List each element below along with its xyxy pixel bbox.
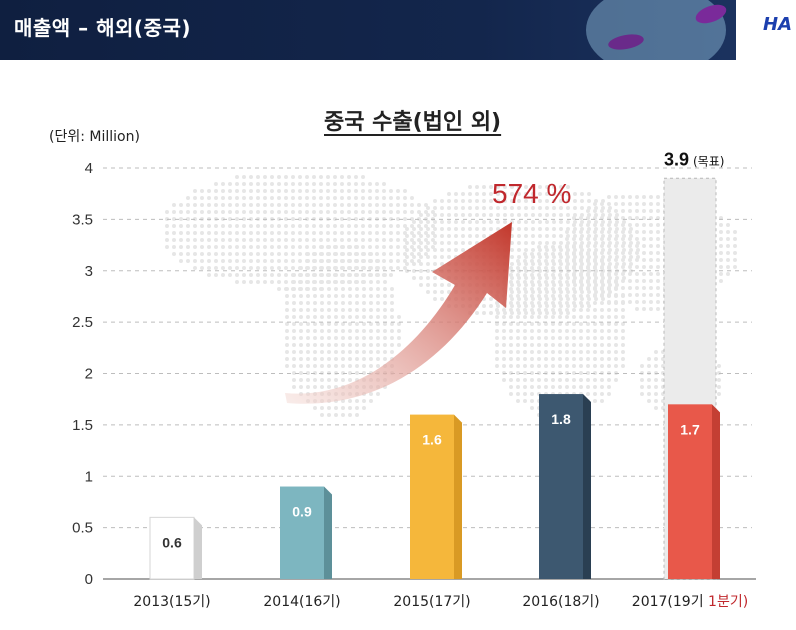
y-tick-labels: 0 0.5 1 1.5 2 2.5 3 3.5 4: [72, 160, 93, 588]
x-tick-label: 2017(19기 1분기): [632, 594, 748, 610]
bar: [410, 414, 454, 579]
header-decoration: [586, 0, 727, 60]
x-tick-label: 2013(15기): [133, 594, 210, 610]
bar: [149, 516, 195, 580]
growth-label: 574 %: [492, 178, 571, 209]
bar-side: [324, 486, 332, 579]
header-bar: 매출액 – 해외(중국) HA: [0, 0, 796, 60]
y-tick-label: 0: [85, 571, 93, 588]
y-tick-label: 4: [85, 160, 93, 177]
x-tick-label: 2015(17기): [393, 594, 470, 610]
chart-title: 중국 수출(법인 외): [324, 110, 502, 135]
y-tick-label: 3.5: [72, 211, 93, 228]
y-tick-label: 0.5: [72, 520, 93, 537]
bars-group: 0.6 0.9 1.6 1.8 1.7: [149, 394, 720, 580]
y-tick-label: 1.5: [72, 417, 93, 434]
bar: [280, 486, 324, 579]
bar-value-label: 1.6: [422, 432, 442, 448]
bar-side: [454, 414, 462, 579]
bar-value-label: 0.6: [162, 534, 182, 550]
bar: [539, 394, 583, 579]
y-tick-label: 2: [85, 366, 93, 383]
y-tick-label: 1: [85, 468, 93, 485]
company-logo: HA: [763, 14, 792, 35]
x-tick-label: 2014(16기): [263, 594, 340, 610]
bar-value-label: 0.9: [292, 504, 312, 520]
growth-arrow-group: 574 %: [285, 178, 571, 404]
logo-box: HA: [736, 0, 796, 60]
target-value-label: 3.9: [664, 149, 689, 169]
bar: [668, 404, 712, 579]
page-title: 매출액 – 해외(중국): [14, 16, 192, 40]
y-tick-label: 3: [85, 263, 93, 280]
target-sublabel: (목표): [693, 154, 724, 168]
growth-arrow: [285, 222, 512, 404]
bar-side: [583, 394, 591, 579]
bar-value-label: 1.8: [551, 411, 571, 427]
bar-value-label: 1.7: [680, 421, 700, 437]
y-tick-label: 2.5: [72, 314, 93, 331]
bar-side: [712, 404, 720, 579]
x-tick-labels: 2013(15기) 2014(16기) 2015(17기) 2016(18기) 2017…: [133, 594, 748, 610]
unit-label: (단위: Million): [49, 129, 140, 145]
bar-side: [194, 517, 202, 579]
x-tick-label: 2016(18기): [522, 594, 599, 610]
